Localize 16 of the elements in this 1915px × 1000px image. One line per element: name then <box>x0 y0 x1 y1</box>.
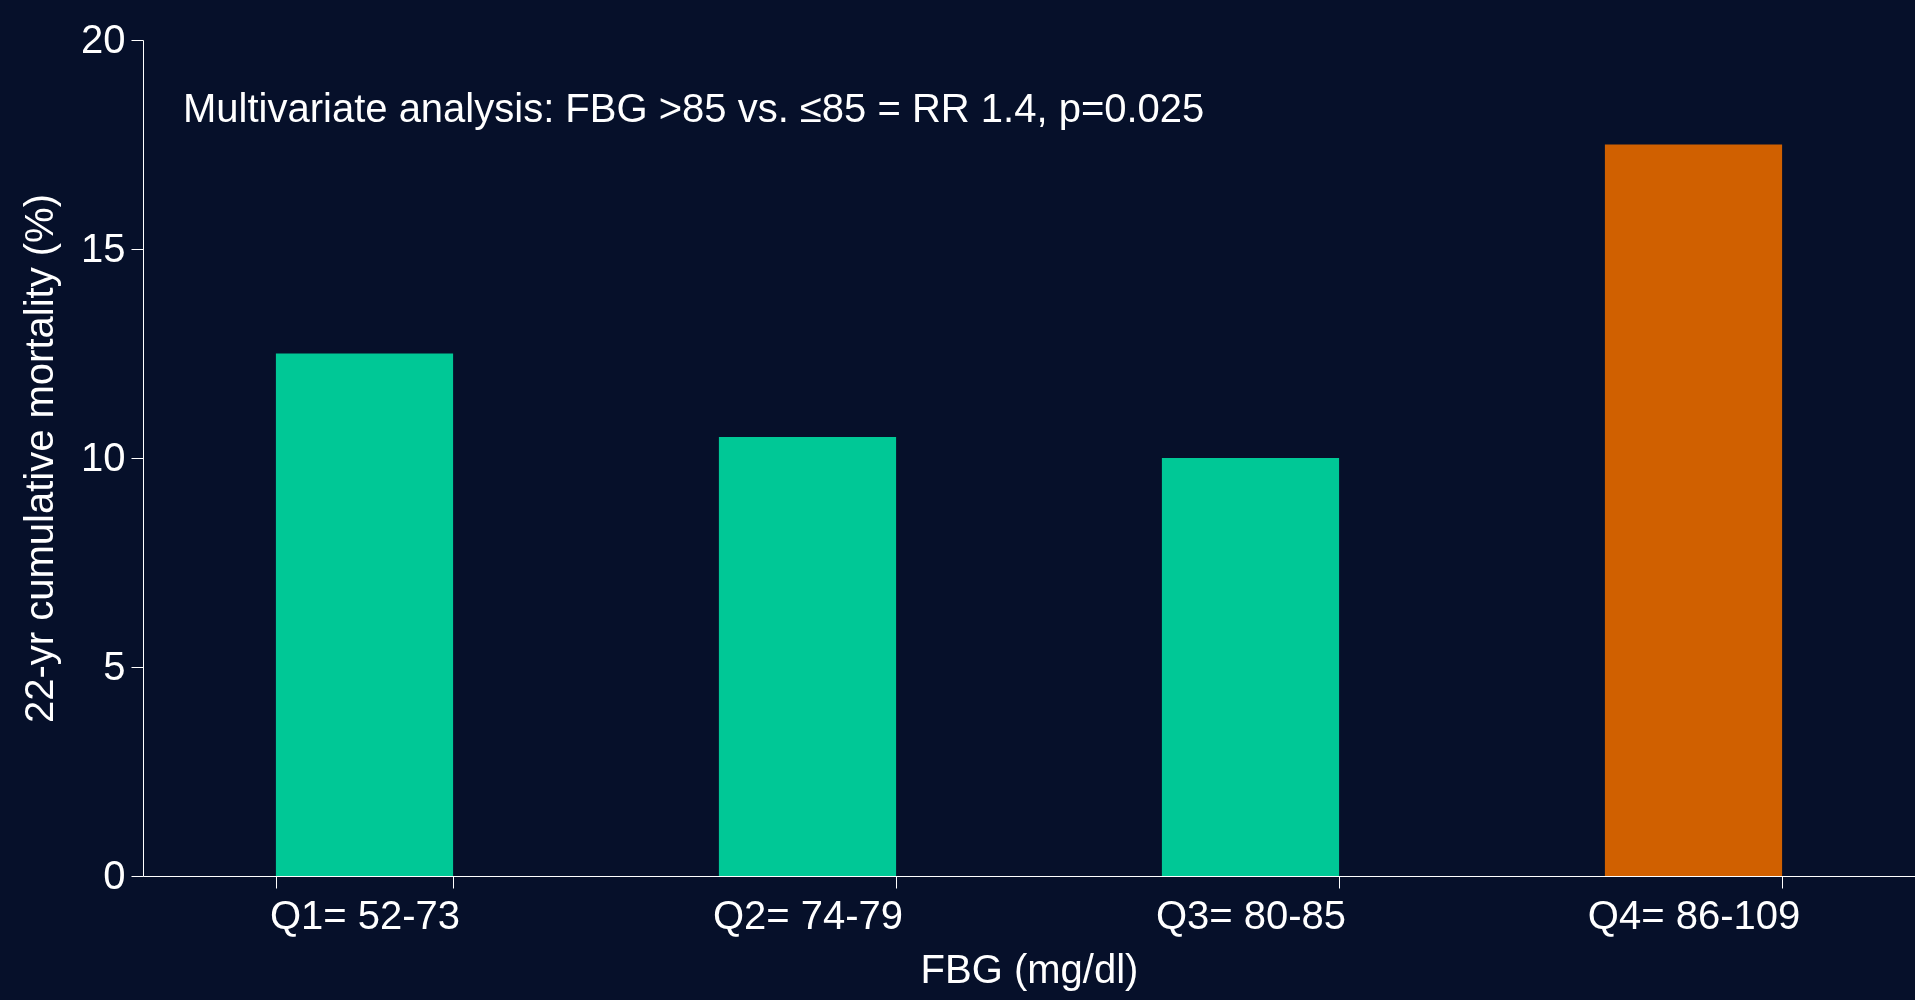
y-tick-label: 15 <box>81 225 126 270</box>
x-tick-label: Q3= 80-85 <box>1155 892 1347 937</box>
bar <box>718 437 897 876</box>
bar <box>1604 144 1783 876</box>
y-tick-label: 0 <box>103 852 126 897</box>
y-tick-label: 5 <box>103 643 126 688</box>
y-tick-label: 20 <box>81 16 126 61</box>
x-tick-label: Q1= 52-73 <box>269 892 461 937</box>
y-axis-title: 22-yr cumulative mortality (%) <box>17 193 62 724</box>
bar <box>275 353 454 876</box>
x-tick-label: Q4= 86-109 <box>1587 892 1801 937</box>
annotation: Multivariate analysis: FBG >85 vs. ≤85 = RR 1.4, p=0.025 <box>183 86 1205 130</box>
bar <box>1161 458 1340 876</box>
x-tick-label: Q2= 74-79 <box>712 892 904 937</box>
x-axis-title: FBG (mg/dl) <box>920 946 1139 991</box>
y-tick-label: 10 <box>81 434 126 479</box>
